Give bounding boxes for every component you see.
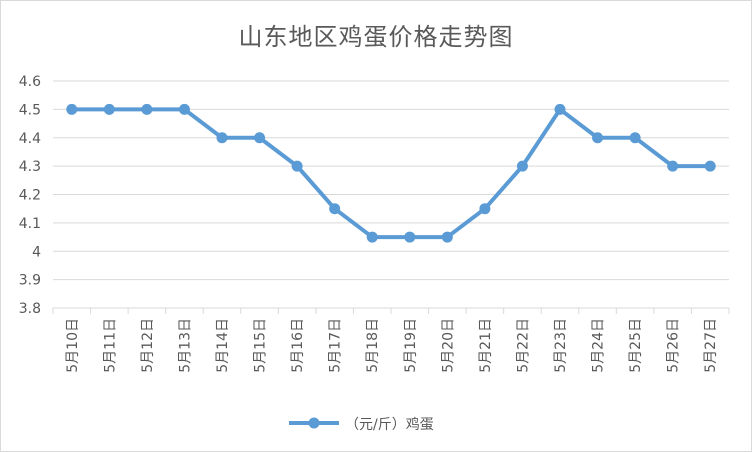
series-line [69,107,713,240]
y-tick-label: 4.5 [19,102,41,118]
x-tick-label: 5月15日 [253,318,269,373]
y-tick-label: 4.1 [19,216,41,232]
x-tick-label: 5月14日 [215,318,231,373]
y-tick-label: 4.2 [19,188,41,204]
x-tick-label: 5月21日 [478,318,494,373]
x-tick-label: 5月16日 [290,318,306,373]
x-tick-label: 5月11日 [102,318,118,373]
y-tick-label: 4.3 [19,159,41,175]
x-tick-label: 5月19日 [403,318,419,373]
x-tick-label: 5月18日 [365,318,381,373]
data-point [329,203,341,215]
data-point [216,132,228,144]
x-tick-label: 5月17日 [328,318,344,373]
x-tick-label: 5月27日 [703,318,719,373]
data-point [103,103,115,115]
y-tick-label: 4 [32,244,41,260]
x-tick-label: 5月23日 [553,318,569,373]
x-tick-label: 5月22日 [515,318,531,373]
data-point [291,160,303,172]
y-tick-label: 4.4 [19,131,41,147]
data-point [141,103,153,115]
data-point [667,160,679,172]
data-point [66,103,78,115]
legend-marker [308,417,320,429]
data-point [254,132,266,144]
x-tick-label: 5月12日 [140,318,156,373]
data-point [404,231,416,243]
y-tick-label: 3.9 [19,273,41,289]
y-tick-label: 4.6 [19,74,41,90]
y-tick-label: 3.8 [19,301,41,317]
chart-title: 山东地区鸡蛋价格走势图 [238,23,514,51]
x-tick-label: 5月25日 [628,318,644,373]
data-point [178,103,190,115]
x-tick-label: 5月26日 [666,318,682,373]
data-point [592,132,604,144]
x-tick-label: 5月20日 [440,318,456,373]
data-point [366,231,378,243]
x-tick-label: 5月10日 [65,318,81,373]
data-point [441,231,453,243]
data-point [516,160,528,172]
data-point [554,103,566,115]
legend-label: （元/斤）鸡蛋 [345,416,434,433]
data-point [704,160,716,172]
x-tick-label: 5月24日 [591,318,607,373]
data-point [629,132,641,144]
x-tick-label: 5月13日 [177,318,193,373]
data-point [479,203,491,215]
